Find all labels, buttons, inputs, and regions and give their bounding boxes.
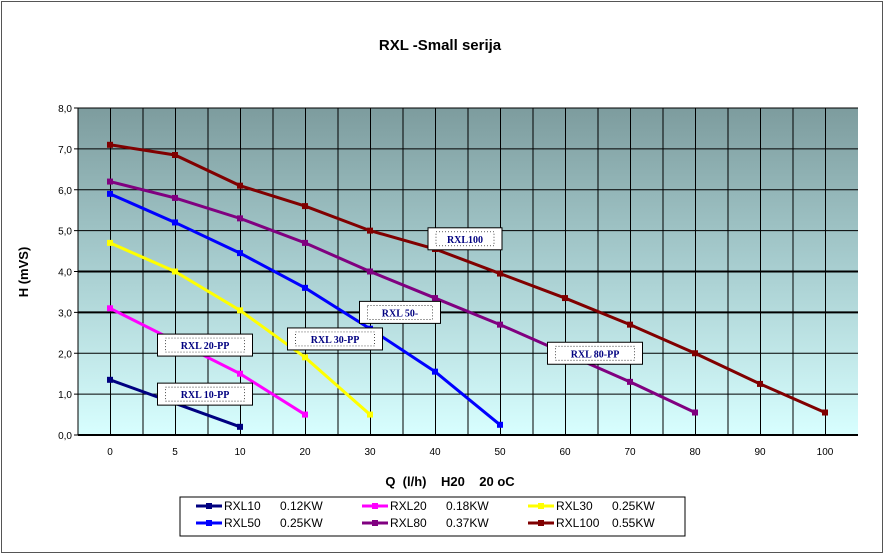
x-tick-label: 60 [559, 447, 571, 458]
data-point [237, 215, 243, 222]
chart-title: RXL -Small serija [379, 37, 502, 54]
data-point [692, 350, 698, 357]
data-point [302, 354, 308, 361]
x-axis-label: Q (l/h) H20 20 oC [385, 474, 515, 489]
data-point [692, 409, 698, 416]
x-tick-label: 100 [817, 447, 834, 458]
data-point [627, 378, 633, 385]
data-point [172, 268, 178, 275]
annotation-box [427, 227, 503, 251]
y-tick-label: 2,0 [58, 349, 72, 360]
x-tick-label: 20 [299, 447, 311, 458]
y-tick-label: 5,0 [58, 227, 72, 238]
annotation-label: RXL 10-PP [181, 390, 230, 401]
legend [179, 496, 686, 537]
data-point [107, 305, 113, 312]
data-point [367, 411, 373, 418]
y-tick-label: 3,0 [58, 308, 72, 319]
legend-label: RXL50 [224, 516, 261, 530]
legend-power: 0.25KW [612, 499, 655, 513]
data-point [237, 250, 243, 257]
data-point [367, 227, 373, 234]
annotation-label: RXL 50- [382, 308, 418, 319]
annotation-box [157, 333, 253, 357]
data-point [237, 370, 243, 377]
legend-power: 0.18KW [446, 499, 489, 513]
x-tick-label: 80 [689, 447, 701, 458]
data-point [302, 411, 308, 418]
legend-label: RXL20 [390, 499, 427, 513]
legend-label: RXL30 [556, 499, 593, 513]
y-tick-label: 1,0 [58, 390, 72, 401]
legend-label: RXL10 [224, 499, 261, 513]
data-point [627, 321, 633, 328]
y-tick-label: 0,0 [58, 431, 72, 442]
y-tick-label: 8,0 [58, 104, 72, 115]
data-point [172, 219, 178, 226]
series-line-rxl80 [109, 180, 696, 414]
data-point [757, 380, 763, 387]
data-point [107, 239, 113, 246]
annotation-label: RXL 80-PP [571, 349, 620, 360]
legend-power: 0.25KW [280, 516, 323, 530]
data-point [107, 141, 113, 148]
data-point [497, 421, 503, 428]
x-tick-label: 0 [107, 447, 113, 458]
data-point [107, 178, 113, 185]
data-point [237, 182, 243, 189]
x-tick-label: 40 [429, 447, 441, 458]
data-point [432, 295, 438, 302]
y-axis-label: H (mVS) [16, 247, 31, 298]
data-point [302, 203, 308, 210]
legend-power: 0.37KW [446, 516, 489, 530]
data-point [432, 368, 438, 375]
annotation-box [157, 382, 253, 406]
data-point [497, 321, 503, 328]
data-point [367, 268, 373, 275]
annotation-label: RXL 20-PP [181, 341, 230, 352]
series-line-rxl100 [109, 143, 826, 414]
x-tick-label: 70 [624, 447, 636, 458]
data-point [822, 409, 828, 416]
y-tick-label: 7,0 [58, 145, 72, 156]
data-point [237, 307, 243, 314]
x-tick-label: 10 [234, 447, 246, 458]
annotation-box [359, 300, 441, 324]
legend-label: RXL80 [390, 516, 427, 530]
x-tick-label: 50 [494, 447, 506, 458]
annotation-box [547, 341, 643, 365]
data-point [562, 295, 568, 302]
x-tick-label: 5 [172, 447, 178, 458]
data-point [302, 239, 308, 246]
data-point [302, 284, 308, 291]
annotation-box [287, 327, 383, 351]
data-point [237, 423, 243, 430]
legend-power: 0.55KW [612, 516, 655, 530]
data-point [497, 270, 503, 277]
data-point [172, 194, 178, 201]
y-tick-label: 4,0 [58, 268, 72, 279]
legend-power: 0.12KW [280, 499, 323, 513]
x-tick-label: 30 [364, 447, 376, 458]
data-point [107, 190, 113, 197]
y-tick-label: 6,0 [58, 186, 72, 197]
data-point [172, 152, 178, 159]
annotation-label: RXL 30-PP [311, 335, 360, 346]
legend-label: RXL100 [556, 516, 600, 530]
x-tick-label: 90 [754, 447, 766, 458]
data-point [107, 376, 113, 383]
annotation-label: RXL100 [447, 235, 483, 246]
